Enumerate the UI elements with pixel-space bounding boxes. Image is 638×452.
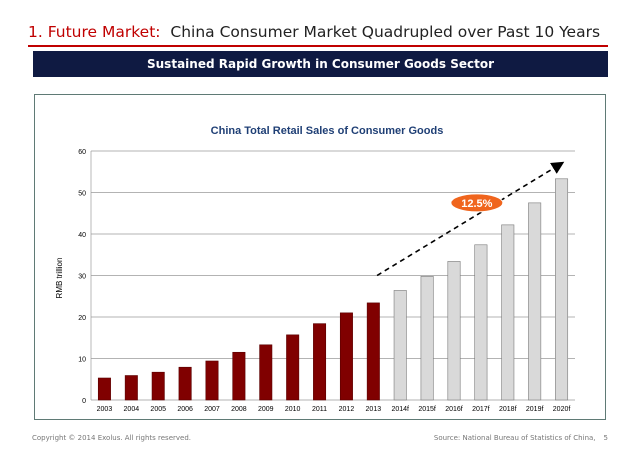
y-tick-label: 50 bbox=[78, 191, 86, 198]
page-number: 5 bbox=[603, 434, 608, 442]
x-tick-label: 2011 bbox=[312, 406, 327, 413]
bar-2010 bbox=[286, 334, 300, 401]
bar-2007 bbox=[205, 360, 219, 401]
bar-2009 bbox=[259, 344, 273, 401]
y-tick-label: 10 bbox=[78, 357, 86, 364]
y-tick-label: 0 bbox=[82, 398, 86, 405]
copyright-notice: Copyright © 2014 Exolus. All rights rese… bbox=[32, 434, 192, 442]
slide-title: 1. Future Market: China Consumer Market … bbox=[28, 22, 618, 42]
bar-2003 bbox=[97, 377, 111, 401]
x-tick-label: 2005 bbox=[150, 406, 166, 413]
bar-2017f bbox=[474, 244, 488, 401]
x-axis-ticks: 2003 2004 2005 2006 2007 2008 2009 2010 2011 2012… bbox=[97, 406, 571, 413]
x-tick-label: 2009 bbox=[258, 406, 274, 413]
x-tick-label: 2012 bbox=[339, 406, 355, 413]
bar-2016f bbox=[447, 261, 461, 401]
bar-2018f bbox=[501, 224, 515, 401]
bars bbox=[97, 178, 569, 401]
section-banner: Sustained Rapid Growth in Consumer Goods… bbox=[33, 51, 608, 77]
slide-title-prefix: 1. Future Market: bbox=[28, 23, 161, 41]
bar-2020f bbox=[555, 178, 569, 401]
x-tick-label: 2013 bbox=[366, 406, 382, 413]
y-tick-label: 30 bbox=[78, 274, 86, 281]
x-tick-label: 2016f bbox=[445, 406, 463, 413]
bar-2015f bbox=[420, 276, 434, 401]
x-tick-label: 2003 bbox=[97, 406, 113, 413]
x-tick-label: 2015f bbox=[418, 406, 436, 413]
x-tick-label: 2020f bbox=[553, 406, 571, 413]
slide-title-main: China Consumer Market Quadrupled over Pa… bbox=[170, 23, 601, 41]
x-tick-label: 2008 bbox=[231, 406, 247, 413]
bar-2014f bbox=[393, 290, 407, 401]
title-divider bbox=[28, 45, 608, 47]
x-tick-label: 2018f bbox=[499, 406, 517, 413]
y-tick-label: 20 bbox=[78, 315, 86, 322]
chart-title: China Total Retail Sales of Consumer Goo… bbox=[211, 125, 444, 137]
bar-2006 bbox=[178, 366, 192, 401]
x-tick-label: 2017f bbox=[472, 406, 490, 413]
source-footer: Source: National Bureau of Statistics of… bbox=[434, 434, 608, 442]
x-tick-label: 2007 bbox=[204, 406, 220, 413]
retail-sales-chart: China Total Retail Sales of Consumer Goo… bbox=[55, 125, 575, 413]
y-axis-ticks: 0 10 20 30 40 50 60 bbox=[78, 149, 86, 405]
chart-panel: China Total Retail Sales of Consumer Goo… bbox=[34, 94, 606, 420]
growth-rate-badge bbox=[450, 193, 504, 213]
x-tick-label: 2006 bbox=[177, 406, 193, 413]
bar-2011 bbox=[313, 323, 327, 401]
y-axis-label: RMB trillion bbox=[55, 258, 64, 299]
bar-2013 bbox=[366, 302, 380, 401]
bar-2012 bbox=[339, 312, 353, 401]
bar-2005 bbox=[151, 371, 165, 401]
bar-2008 bbox=[232, 351, 246, 401]
bar-2019f bbox=[528, 202, 542, 401]
x-tick-label: 2010 bbox=[285, 406, 301, 413]
x-tick-label: 2019f bbox=[526, 406, 544, 413]
y-tick-label: 60 bbox=[78, 149, 86, 156]
bar-2004 bbox=[124, 375, 138, 401]
grid-lines bbox=[90, 150, 575, 401]
y-tick-label: 40 bbox=[78, 232, 86, 239]
source-citation: Source: National Bureau of Statistics of… bbox=[433, 434, 596, 442]
x-tick-label: 2004 bbox=[124, 406, 140, 413]
growth-rate-label: 12.5% bbox=[461, 198, 492, 210]
x-tick-label: 2014f bbox=[391, 406, 409, 413]
